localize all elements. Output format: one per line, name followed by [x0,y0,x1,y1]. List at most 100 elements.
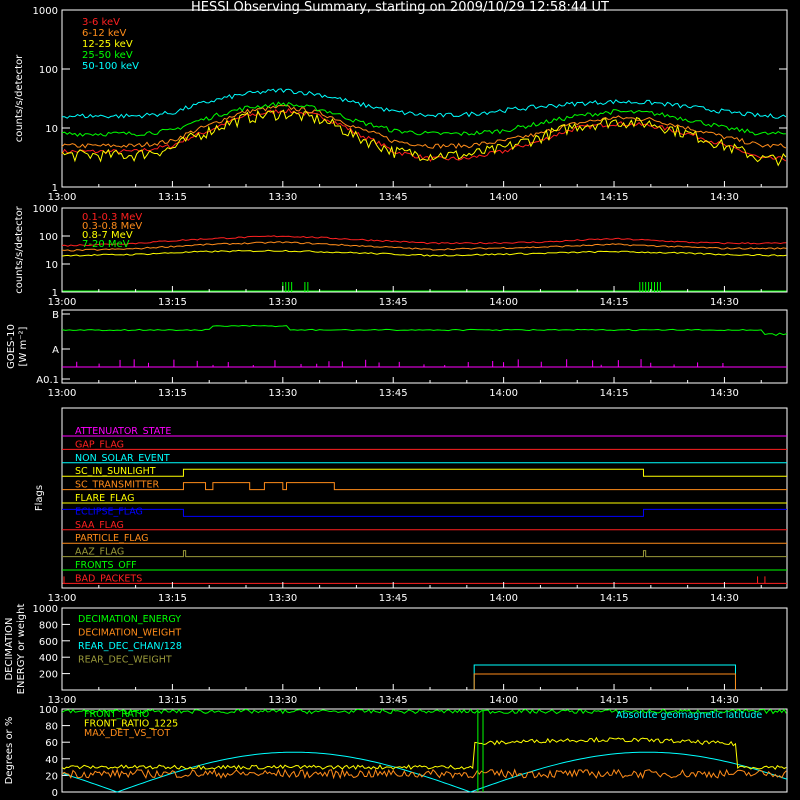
panel2-y-tick-label: 1 [52,288,58,299]
panel6-y-tick-label: 60 [45,738,58,749]
panel2-y-tick-label: 100 [39,232,58,243]
panel3-y-tick-label: A [52,345,59,356]
panel2-time-tick-label: 13:00 [48,297,77,308]
panel3-y-tick-label: A0.1 [36,375,59,386]
panel2-y-tick-label: 10 [45,260,58,271]
panel2-y-tick-label: 1000 [33,204,58,215]
panel2-legend-entry: 0.3-0.8 MeV [82,221,142,232]
panel3-y-tick-label: B [52,310,59,321]
flag-label: ECLIPSE_FLAG [75,506,143,517]
panel6-legend-entry: FRONT_RATIO_1225 [84,719,178,730]
panel5-ylabel-2: ENERGY or weight [16,604,27,695]
panel5-legend-entry: DECIMATION_WEIGHT [78,628,181,639]
panel6-ylabel: Degrees or % [4,717,15,785]
panel4-frame [61,407,788,589]
panel1-time-tick-label: 13:45 [379,192,408,203]
panel6-y-tick-label: 0 [52,788,58,799]
flag-label: FLARE_FLAG [75,493,135,504]
panel1-series-line [61,88,787,119]
panel6-front-ratio-1225-line [61,736,787,771]
panel6-geomag-line [61,751,788,793]
panel5-time-tick-label: 14:15 [600,695,629,706]
panel4-time-tick-label: 13:00 [48,593,77,604]
flag-label: AAZ_FLAG [75,547,124,558]
panel1-ylabel: counts/s/detector [14,54,25,142]
panel5-y-tick-label: 1000 [33,604,58,615]
panel6-max-det-line [61,768,787,780]
panel2-ylabel: counts/s/detector [14,205,25,293]
panel5-legend-entry: REAR_DEC_CHAN/128 [78,641,182,652]
panel2-time-tick-label: 14:00 [489,297,518,308]
flag-line [62,468,787,477]
panel5-time-tick-label: 14:00 [489,695,518,706]
flag-label: NON_SOLAR_EVENT [75,453,170,464]
flag-line [62,550,787,558]
panel5-time-tick-label: 13:00 [48,695,77,706]
panel5-time-tick-label: 13:45 [379,695,408,706]
panel3-time-tick-label: 14:00 [489,388,518,399]
panel1-time-tick-label: 14:15 [600,192,629,203]
panel6-legend-entry: MAX_DET_VS_TOT [84,728,170,739]
panel6-legend-entry: FRONT_RATIO [84,709,149,720]
panel1-time-tick-label: 13:30 [268,192,297,203]
flag-line [62,508,787,517]
panel5-rear-dec-weight-line [473,673,736,690]
panel4-time-tick-label: 13:15 [158,593,187,604]
panel1-series-line [61,101,786,137]
panel5-y-tick-label: 200 [39,670,58,681]
panel1-legend-entry: 25-50 keV [82,50,133,61]
panel1-y-tick-label: 1 [52,183,58,194]
panel3-goes-long-line [61,324,788,336]
panel2-time-tick-label: 14:15 [600,297,629,308]
panel3-ylabel: GOES-10 [6,324,17,369]
panel4-ylabel: Flags [34,485,45,511]
panel3-time-tick-label: 13:15 [158,388,187,399]
panel6-y-tick-label: 40 [45,755,58,766]
panel4-time-tick-label: 13:30 [268,593,297,604]
panel5-y-tick-label: 400 [39,653,58,664]
panel1-legend-entry: 12-25 keV [82,39,133,50]
panel3-time-tick-label: 13:30 [268,388,297,399]
figure-title: HESSI Observing Summary, starting on 200… [191,0,609,15]
panel6-y-tick-label: 100 [39,705,58,716]
flag-label: GAP_FLAG [75,439,124,450]
flag-label: ATTENUATOR_STATE [75,426,171,437]
panel3-ylabel-units: [W m⁻²] [18,326,29,366]
panel6-geomag-label: Absolute geomagnetic latitude [616,710,762,721]
panel4-time-tick-label: 14:30 [710,593,739,604]
panel5-ylabel: DECIMATION [4,617,15,680]
panel1-frame [61,9,788,188]
flag-label: PARTICLE_FLAG [75,533,148,544]
panel5-y-tick-label: 800 [39,620,58,631]
panel2-time-tick-label: 14:30 [710,297,739,308]
flag-label: BAD_PACKETS [75,573,142,584]
panel5-frame [61,607,788,691]
panel2-time-tick-label: 13:30 [268,297,297,308]
panel1-series-line [61,108,787,163]
panel2-series-line [61,241,787,252]
panel6-y-tick-label: 20 [45,771,58,782]
panel6-y-tick-label: 80 [45,722,58,733]
panel6-frame [61,708,788,793]
panel1-time-tick-label: 14:00 [489,192,518,203]
panel5-rear-dec-chan-line [473,664,736,690]
flag-label: SC_TRANSMITTER [75,480,160,491]
panel2-frame [61,207,788,293]
panel3-time-tick-label: 13:00 [48,388,77,399]
panel5-time-tick-label: 13:30 [268,695,297,706]
panel2-series-line [61,249,787,257]
panel5-legend-entry: DECIMATION_ENERGY [78,614,181,625]
panel1-time-tick-label: 13:15 [158,192,187,203]
panel1-y-tick-label: 10 [45,124,58,135]
panel1-time-tick-label: 13:00 [48,192,77,203]
panel4-time-tick-label: 13:45 [379,593,408,604]
panel6-front-ratio-line [61,708,787,715]
panel3-time-tick-label: 13:45 [379,388,408,399]
flag-label: SC_IN_SUNLIGHT [75,466,156,477]
panel6-front-ratio-jump [477,709,484,792]
panel1-series-line [61,109,787,167]
panel4-time-tick-label: 14:00 [489,593,518,604]
panel4-time-tick-label: 14:15 [600,593,629,604]
panel2-time-tick-label: 13:45 [379,297,408,308]
flag-line [62,576,787,584]
